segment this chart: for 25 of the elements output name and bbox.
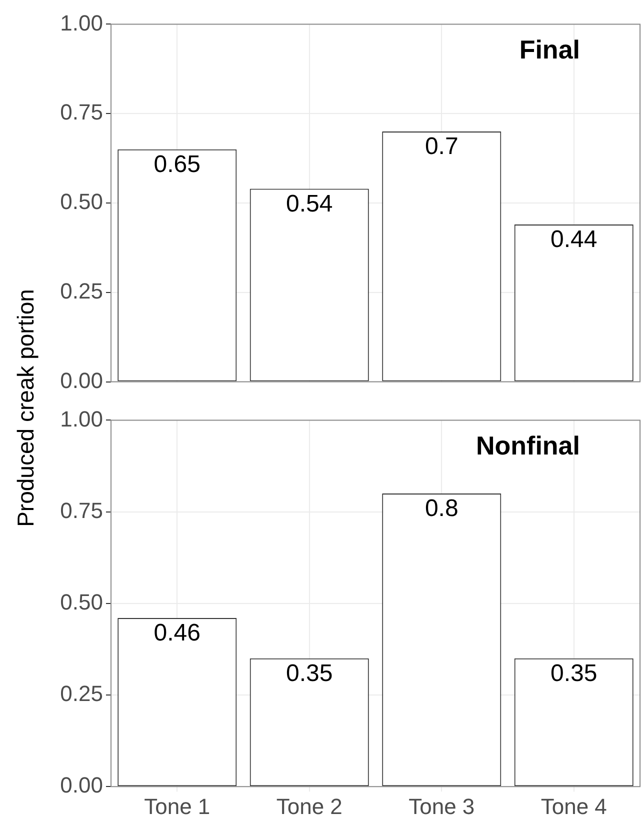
y-tick-label: 0.50: [60, 589, 103, 614]
data-label: 0.35: [286, 660, 333, 687]
data-label: 0.7: [424, 133, 458, 160]
x-tick-label: Tone 3: [408, 794, 475, 819]
x-tick-label: Tone 2: [276, 794, 342, 819]
data-label: 0.8: [424, 495, 458, 522]
x-tick-label: Tone 4: [540, 794, 607, 819]
chart-title: Final: [519, 34, 580, 64]
y-axis-title: Produced creak portion: [12, 289, 40, 527]
chart-title: Nonfinal: [476, 430, 580, 460]
y-tick-label: 0.50: [60, 189, 103, 214]
y-tick-label: 0.25: [60, 278, 103, 304]
y-tick-label: 0.75: [60, 100, 103, 125]
y-tick-label: 1.00: [60, 10, 103, 36]
y-tick-label: 0.25: [60, 681, 103, 706]
y-tick-label: 0.75: [60, 498, 103, 523]
data-label: 0.44: [550, 226, 598, 254]
data-label: 0.46: [154, 620, 200, 647]
y-tick-label: 0.00: [60, 368, 103, 393]
data-label: 0.35: [550, 660, 598, 687]
data-label: 0.65: [154, 150, 200, 178]
data-label: 0.54: [286, 190, 333, 218]
y-tick-label: 1.00: [60, 406, 103, 432]
y-tick-label: 0.00: [60, 772, 103, 798]
x-tick-label: Tone 1: [144, 794, 210, 819]
